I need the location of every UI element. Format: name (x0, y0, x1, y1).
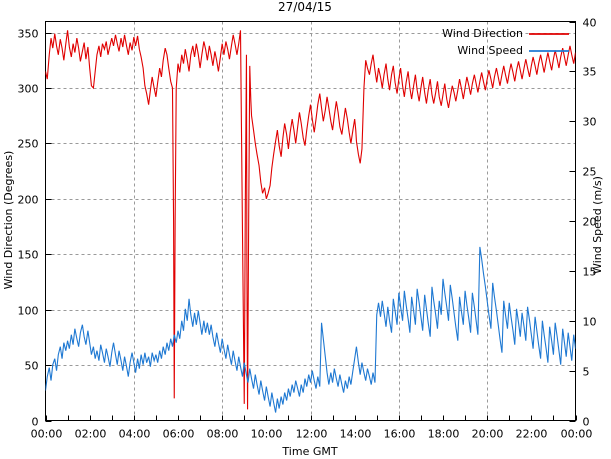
axis-ticks (45, 22, 577, 422)
x-tick-label: 02:00 (75, 428, 107, 441)
y-tick-label: 200 (18, 194, 39, 207)
x-axis-title: Time GMT (281, 445, 337, 458)
y2-tick-label: 40 (583, 17, 597, 30)
legend-label-wind-speed: Wind Speed (457, 44, 523, 57)
y2-tick-label: 20 (583, 216, 597, 229)
x-tick-label: 00:00 (561, 428, 593, 441)
y2-tick-label: 10 (583, 316, 597, 329)
y-tick-label: 0 (32, 416, 39, 429)
y2-tick-label: 15 (583, 266, 597, 279)
x-tick-label: 12:00 (296, 428, 328, 441)
y2-tick-label: 30 (583, 116, 597, 129)
gridlines (45, 21, 576, 421)
y-tick-label: 250 (18, 138, 39, 151)
plot-border (44, 20, 577, 422)
y-tick-label: 300 (18, 83, 39, 96)
x-tick-label: 06:00 (163, 428, 195, 441)
plot-frame (44, 20, 577, 422)
x-tick-label: 04:00 (119, 428, 151, 441)
y-axis-title: Wind Direction (Degrees) (2, 151, 15, 290)
x-tick-label: 08:00 (207, 428, 239, 441)
y-tick-label: 100 (18, 305, 39, 318)
y-tick-label: 350 (18, 28, 39, 41)
data-series (45, 30, 576, 413)
x-tick-label: 18:00 (428, 428, 460, 441)
x-tick-label: 00:00 (31, 428, 63, 441)
y2-tick-label: 5 (583, 366, 590, 379)
y-tick-label: 150 (18, 249, 39, 262)
y2-tick-label: 0 (583, 416, 590, 429)
x-tick-label: 20:00 (472, 428, 504, 441)
x-tick-label: 10:00 (251, 428, 283, 441)
legend-label-wind-direction: Wind Direction (442, 27, 523, 40)
axis-labels: 0 50 100 150 200 250 300 350 0 5 10 15 20 25 30 35 40 00:… (18, 17, 597, 441)
x-tick-label: 22:00 (516, 428, 548, 441)
y2-axis-title: Wind Speed (m/s) (591, 176, 604, 274)
y2-tick-label: 25 (583, 166, 597, 179)
chart-legend: Wind Direction Wind Speed (442, 27, 569, 57)
y2-tick-label: 35 (583, 66, 597, 79)
y-tick-label: 50 (25, 360, 39, 373)
series-path-wind-speed (45, 246, 576, 413)
chart-title: 27/04/15 (278, 0, 332, 14)
x-tick-label: 14:00 (340, 428, 372, 441)
series-path-wind-direction (45, 30, 576, 410)
x-tick-label: 16:00 (384, 428, 416, 441)
